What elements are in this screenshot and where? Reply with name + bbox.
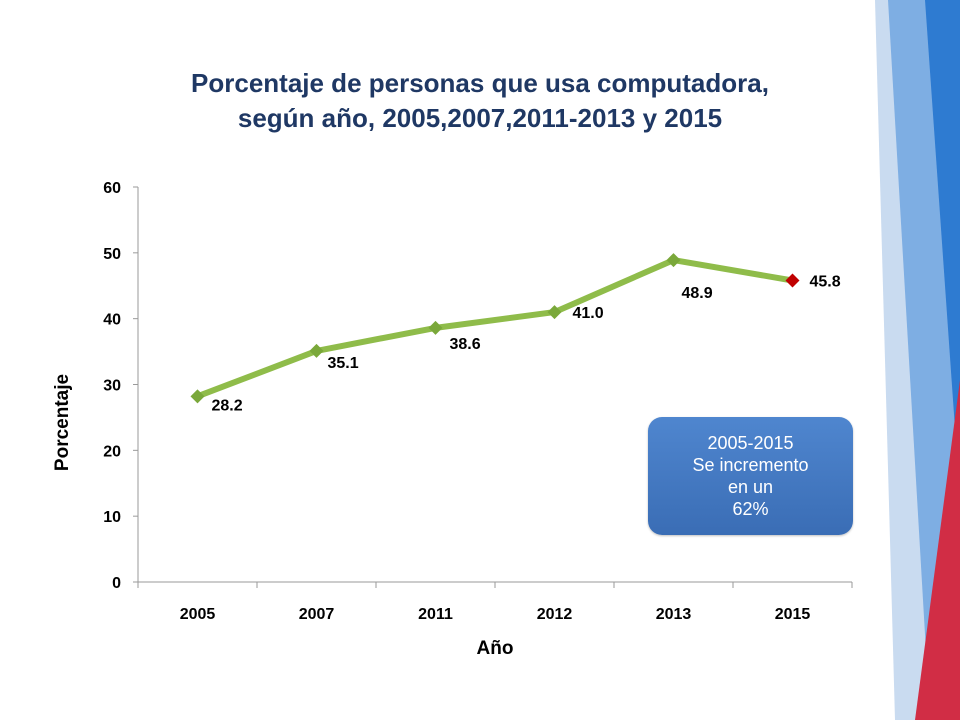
deco-blue-band [925,0,960,500]
callout-percent: 62% [732,499,769,519]
y-tick-label: 30 [103,378,121,395]
data-label: 28.2 [212,397,243,414]
chart-title-line-1: Porcentaje de personas que usa computado… [191,68,769,98]
data-point-marker [309,343,324,358]
x-tick-label: 2007 [299,606,335,623]
x-axis-title: Año [477,638,514,659]
x-tick-label: 2012 [537,606,573,623]
data-point-marker [666,253,681,268]
data-point-marker [428,320,443,335]
y-tick-label: 60 [103,180,121,197]
y-tick-label: 0 [112,575,121,592]
data-label: 41.0 [573,305,604,322]
x-tick-label: 2011 [418,606,453,623]
data-point-marker [190,389,205,404]
data-point-marker [785,273,800,288]
x-tick-label: 2005 [180,606,216,623]
decoration [875,0,960,720]
callout-text-1: Se incremento [692,455,809,475]
y-axis-title: Porcentaje [52,374,73,471]
data-point-marker [547,305,562,320]
x-tick-label: 2015 [775,606,811,623]
data-label: 45.8 [810,273,841,290]
series-line [194,257,796,400]
chart-axes: 0 10 20 30 40 50 60 2005 2007 2011 2012 2013 2015 Año… [52,180,853,659]
chart-title-line-2: según año, 2005,2007,2011-2013 y 2015 [237,103,723,133]
y-tick-label: 50 [103,246,121,263]
y-tick-label: 10 [103,509,121,526]
increase-callout: 2005-2015 Se incremento en un 62% [648,417,853,535]
chart-plot: 28.2 35.1 38.6 41.0 48.9 45.8 [190,253,841,414]
data-label: 48.9 [682,285,713,302]
y-tick-label: 40 [103,312,121,329]
deco-red-band [915,380,960,720]
callout-period: 2005-2015 [707,433,794,453]
data-label: 38.6 [450,336,481,353]
y-tick-label: 20 [103,443,121,460]
x-tick-label: 2013 [656,606,692,623]
callout-text-2: en un [727,477,774,497]
data-label: 35.1 [328,355,359,372]
